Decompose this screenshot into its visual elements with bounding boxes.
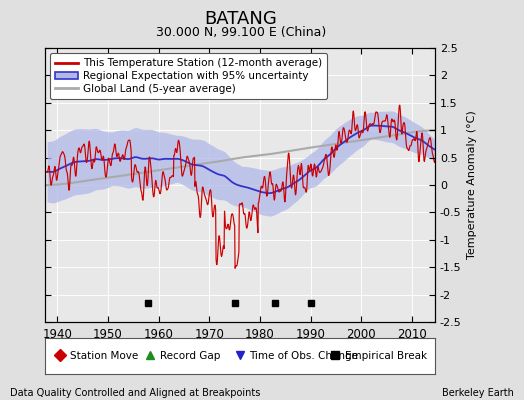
Text: 1980: 1980 xyxy=(245,328,275,342)
Text: Time of Obs. Change: Time of Obs. Change xyxy=(249,351,358,361)
Text: Data Quality Controlled and Aligned at Breakpoints: Data Quality Controlled and Aligned at B… xyxy=(10,388,261,398)
Text: 1950: 1950 xyxy=(93,328,123,342)
Legend: This Temperature Station (12-month average), Regional Expectation with 95% uncer: This Temperature Station (12-month avera… xyxy=(50,53,328,99)
Text: Station Move: Station Move xyxy=(70,351,138,361)
Y-axis label: Temperature Anomaly (°C): Temperature Anomaly (°C) xyxy=(467,111,477,259)
Text: 1970: 1970 xyxy=(194,328,224,342)
Text: BATANG: BATANG xyxy=(205,10,277,28)
Text: Record Gap: Record Gap xyxy=(160,351,220,361)
Text: 1990: 1990 xyxy=(296,328,325,342)
Text: Empirical Break: Empirical Break xyxy=(345,351,427,361)
Text: 30.000 N, 99.100 E (China): 30.000 N, 99.100 E (China) xyxy=(156,26,326,39)
Text: 1960: 1960 xyxy=(144,328,173,342)
Text: 2010: 2010 xyxy=(397,328,427,342)
Text: Berkeley Earth: Berkeley Earth xyxy=(442,388,514,398)
Text: 1940: 1940 xyxy=(42,328,72,342)
Text: 2000: 2000 xyxy=(346,328,376,342)
